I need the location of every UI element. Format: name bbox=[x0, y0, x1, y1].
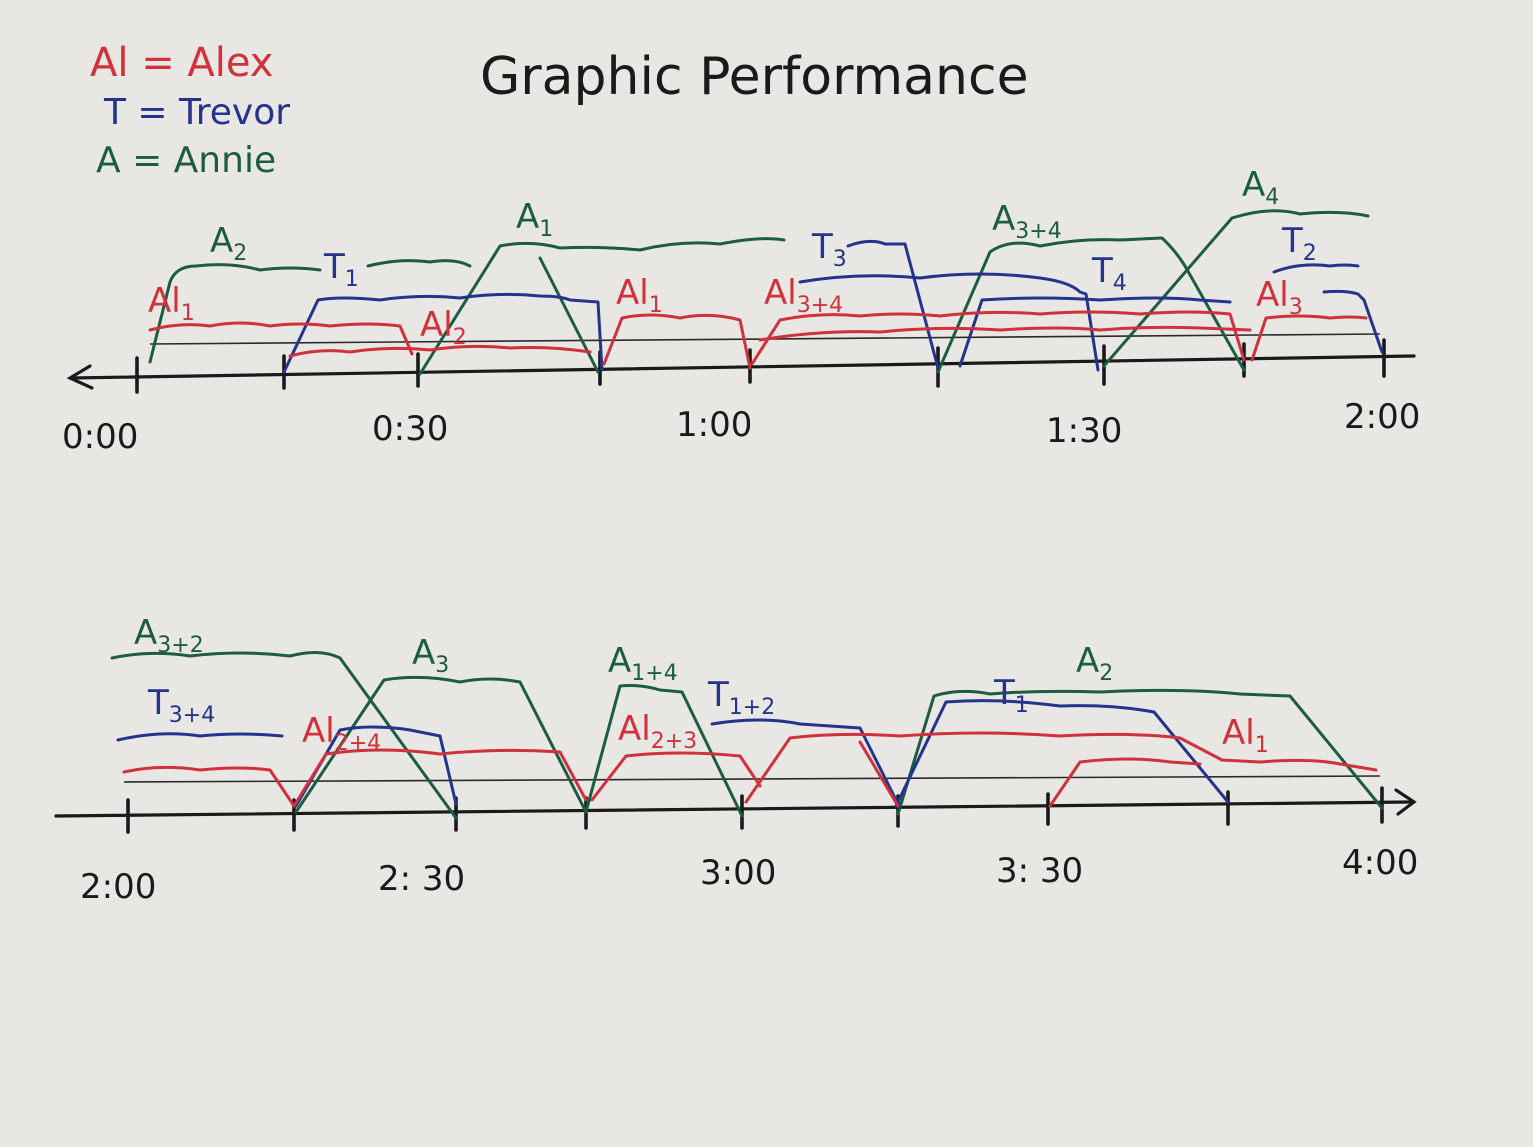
time-label: 2:00 bbox=[1344, 397, 1420, 437]
label-trevor-1-2: T1+2 bbox=[707, 675, 775, 720]
timeline-2-annie-curves bbox=[110, 651, 1384, 820]
label-annie-3-2: A3+2 bbox=[134, 613, 204, 658]
timeline-1-trevor-curves bbox=[282, 239, 1384, 374]
timeline-2-axis bbox=[54, 800, 1414, 818]
label-annie-2: A2 bbox=[210, 221, 247, 266]
label-alex-3: Al3 bbox=[1256, 275, 1303, 320]
legend: Al = Alex T = Trevor A = Annie bbox=[90, 40, 290, 181]
label-alex-3-4: Al3+4 bbox=[764, 273, 843, 318]
label-annie-1-4: A1+4 bbox=[608, 641, 678, 686]
timeline-2-right-arrow bbox=[1394, 788, 1417, 816]
legend-alex: Al = Alex bbox=[90, 40, 273, 86]
label-alex-2-3: Al2+3 bbox=[618, 709, 697, 754]
label-alex-1: Al1 bbox=[1222, 713, 1269, 758]
time-label: 0:00 bbox=[62, 417, 138, 457]
timeline-2: A3+2 T3+4 A3 Al2+4 A1+4 Al2+3 T1+2 T1 A2… bbox=[54, 613, 1418, 907]
legend-annie: A = Annie bbox=[96, 140, 276, 181]
time-label: 3:00 bbox=[700, 853, 776, 893]
time-label: 4:00 bbox=[1342, 843, 1418, 883]
label-trevor-3: T3 bbox=[811, 227, 847, 272]
label-alex-1: Al1 bbox=[148, 281, 195, 326]
page-title: Graphic Performance bbox=[480, 47, 1029, 107]
time-label: 2:00 bbox=[80, 867, 156, 907]
timeline-1: A2 T1 A1 T3 A3+4 A4 T4 T2 Al1 Al2 Al1 Al… bbox=[62, 165, 1420, 457]
time-label: 1:00 bbox=[676, 405, 752, 445]
time-label: 3: 30 bbox=[996, 851, 1083, 891]
timeline-1-annie-curves bbox=[148, 209, 1370, 376]
timeline-2-baseline bbox=[123, 775, 1381, 783]
timeline-1-labels: A2 T1 A1 T3 A3+4 A4 T4 T2 Al1 Al2 Al1 Al… bbox=[148, 165, 1317, 350]
label-trevor-4: T4 bbox=[1091, 251, 1127, 296]
label-annie-3: A3 bbox=[412, 633, 449, 678]
time-label: 0:30 bbox=[372, 409, 448, 449]
label-alex-1b: Al1 bbox=[616, 273, 663, 318]
timeline-1-axis bbox=[70, 354, 1416, 380]
timeline-2-labels: A3+2 T3+4 A3 Al2+4 A1+4 Al2+3 T1+2 T1 A2… bbox=[134, 613, 1269, 758]
label-annie-4: A4 bbox=[1242, 165, 1279, 210]
legend-trevor: T = Trevor bbox=[103, 92, 290, 133]
label-annie-2: A2 bbox=[1076, 641, 1113, 686]
label-annie-3-4: A3+4 bbox=[992, 199, 1062, 244]
timeline-2-alex-curves bbox=[122, 731, 1378, 808]
label-trevor-2: T2 bbox=[1281, 221, 1317, 266]
timeline-1-alex-curves bbox=[148, 310, 1368, 370]
timeline-2-time-labels: 2:00 2: 30 3:00 3: 30 4:00 bbox=[80, 843, 1418, 907]
label-annie-1: A1 bbox=[516, 197, 553, 242]
timeline-2-trevor-curves bbox=[116, 699, 1230, 810]
time-label: 1:30 bbox=[1046, 411, 1122, 451]
label-alex-2: Al2 bbox=[420, 305, 467, 350]
label-trevor-1: T1 bbox=[323, 247, 359, 292]
timeline-1-left-arrow bbox=[66, 364, 94, 390]
timeline-1-time-labels: 0:00 0:30 1:00 1:30 2:00 bbox=[62, 397, 1420, 457]
time-label: 2: 30 bbox=[378, 859, 465, 899]
label-trevor-3-4: T3+4 bbox=[147, 683, 215, 728]
label-alex-2-4: Al2+4 bbox=[302, 711, 381, 756]
label-trevor-1: T1 bbox=[993, 673, 1029, 718]
